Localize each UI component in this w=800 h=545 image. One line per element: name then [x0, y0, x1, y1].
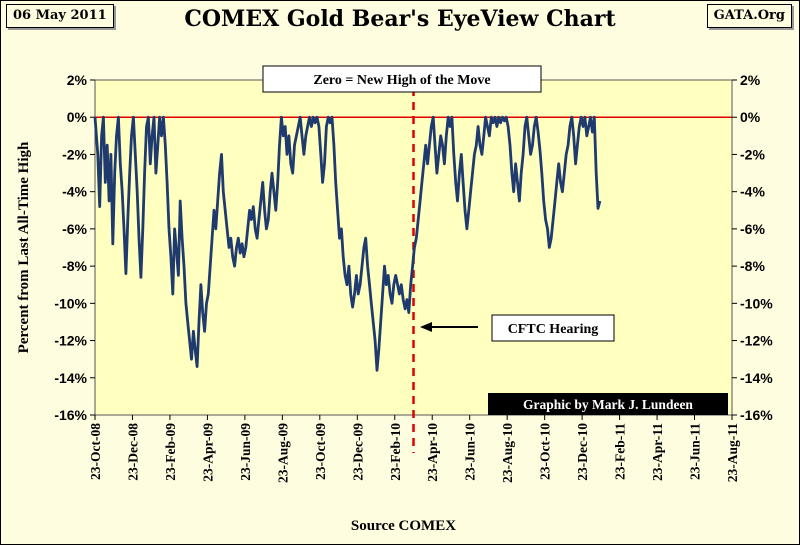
- y-tick-label-left: -12%: [54, 333, 87, 349]
- x-tick-label: 23-Apr-10: [425, 423, 440, 482]
- x-tick-label: 23-Aug-11: [725, 423, 740, 483]
- credit-text: Graphic by Mark J. Lundeen: [523, 397, 693, 412]
- x-tick-label: 23-Feb-09: [163, 423, 178, 481]
- x-tick-label: 23-Dec-10: [575, 423, 590, 481]
- y-tick-label-right: -6%: [740, 221, 765, 237]
- y-axis-label: Percent from Last All-Time High: [16, 141, 32, 353]
- x-tick-label: 23-Feb-10: [388, 423, 403, 481]
- y-tick-label-right: -12%: [740, 333, 773, 349]
- y-tick-label-right: -16%: [740, 407, 773, 423]
- arrow-head-icon: [420, 322, 432, 332]
- x-tick-label: 23-Aug-10: [500, 423, 515, 483]
- x-tick-label: 23-Oct-10: [538, 423, 553, 480]
- y-tick-label-left: 0%: [67, 109, 88, 125]
- chart-title: COMEX Gold Bear's EyeView Chart: [184, 6, 616, 32]
- y-tick-label-left: 2%: [67, 72, 88, 88]
- event-annotation: CFTC Hearing: [420, 314, 615, 342]
- x-tick-label: 23-Jun-09: [238, 423, 253, 481]
- y-tick-label-right: -10%: [740, 295, 773, 311]
- y-axis: 2% 2% 0% 0% -2% -2% -4% -4% -6% -6% -8% -8% -10% -10%…: [54, 72, 773, 423]
- y-tick-label-right: -4%: [740, 184, 765, 200]
- y-tick-label-left: -6%: [62, 221, 87, 237]
- x-axis-label: Source COMEX: [351, 518, 456, 534]
- x-tick-label: 23-Oct-09: [313, 423, 328, 480]
- site-label: GATA.Org: [706, 4, 792, 28]
- reference-annotation: Zero = New High of the Move: [262, 65, 542, 93]
- x-tick-label: 23-Dec-08: [125, 423, 140, 481]
- y-tick-label-left: -10%: [54, 295, 87, 311]
- y-tick-label-left: -8%: [62, 258, 87, 274]
- event-annotation-text: CFTC Hearing: [508, 322, 599, 337]
- x-tick-label: 23-Apr-09: [200, 423, 215, 482]
- x-tick-label: 23-Feb-11: [613, 423, 628, 480]
- series-line: [93, 115, 602, 372]
- y-tick-label-left: -4%: [62, 184, 87, 200]
- y-tick-label-right: 2%: [740, 72, 761, 88]
- x-tick-label: 23-Dec-09: [350, 423, 365, 481]
- x-tick-label: 23-Apr-11: [650, 423, 665, 481]
- y-tick-label-right: 0%: [740, 109, 761, 125]
- y-tick-label-left: -14%: [54, 370, 87, 386]
- reference-annotation-text: Zero = New High of the Move: [313, 73, 490, 88]
- y-tick-label-right: -14%: [740, 370, 773, 386]
- x-tick-label: 23-Jun-10: [463, 423, 478, 481]
- x-axis: 23-Oct-08 23-Dec-08 23-Feb-09 23-Apr-09 23-J…: [88, 415, 740, 483]
- y-tick-label-right: -2%: [740, 146, 765, 162]
- x-tick-label: 23-Aug-09: [275, 423, 290, 483]
- x-tick-label: 23-Jun-11: [688, 423, 703, 480]
- x-tick-label: 23-Oct-08: [88, 423, 103, 480]
- credit-badge: Graphic by Mark J. Lundeen: [488, 393, 728, 415]
- y-tick-label-left: -16%: [54, 407, 87, 423]
- y-tick-label-right: -8%: [740, 258, 765, 274]
- date-label: 06 May 2011: [6, 4, 114, 28]
- y-tick-label-left: -2%: [62, 146, 87, 162]
